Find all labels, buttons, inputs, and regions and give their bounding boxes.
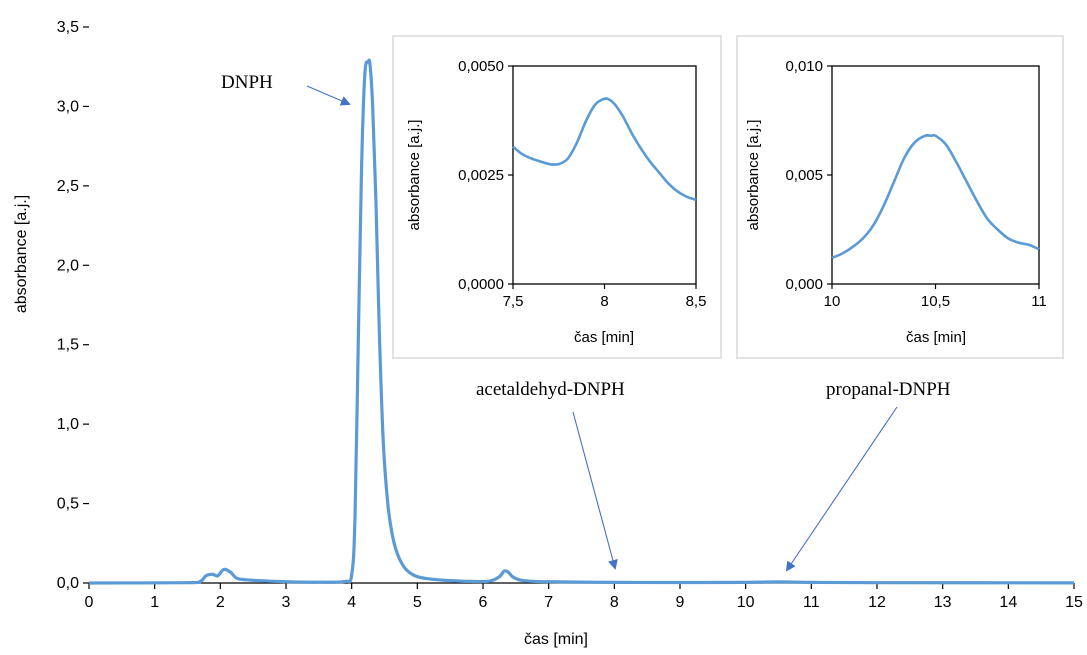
main-y-tick-label: 3,5 — [57, 19, 79, 36]
inset-acetaldehyd-y-ticks: 0,0000 0,0025 0,0050 — [458, 58, 513, 293]
inset-acetaldehyd-y-tick-label: 0,0050 — [458, 58, 504, 75]
inset-propanal-y-ticks: 0,000 0,005 0,010 — [785, 58, 832, 293]
inset-chart-acetaldehyd: 0,0000 0,0025 0,0050 7,5 8 8,5 absorbance [a… — [392, 35, 722, 359]
main-x-tick-label: 12 — [868, 594, 886, 611]
main-y-tick-label: 0,0 — [57, 575, 79, 592]
inset-propanal-x-tick-label: 10,5 — [921, 293, 950, 310]
main-y-tick-label: 3,0 — [57, 98, 79, 115]
inset-acetaldehyd-x-ticks: 7,5 8 8,5 — [503, 284, 707, 310]
inset-acetaldehyd-x-axis-label: čas [min] — [574, 329, 634, 346]
inset-propanal-series-line — [831, 133, 1040, 260]
main-x-tick-label: 5 — [413, 594, 422, 611]
inset-chart-propanal: 0,000 0,005 0,010 10 10,5 11 absorbance [a.j… — [736, 35, 1064, 359]
inset-acetaldehyd-x-tick-label: 8,5 — [686, 293, 707, 310]
inset-propanal-x-tick-label: 10 — [824, 293, 841, 310]
main-x-tick-label: 11 — [803, 594, 820, 611]
annotation-acetaldehyd: acetaldehyd-DNPH — [476, 379, 625, 400]
inset-propanal-x-tick-label: 11 — [1031, 293, 1047, 310]
annotation-acetaldehyd-arrow — [572, 411, 618, 570]
inset-propanal-y-tick-label: 0,005 — [785, 167, 823, 184]
main-x-tick-label: 6 — [479, 594, 488, 611]
annotation-propanal: propanal-DNPH — [826, 379, 951, 400]
main-x-tick-label: 7 — [544, 594, 553, 611]
main-y-tick-label: 1,0 — [57, 416, 79, 433]
main-y-tick-label: 1,5 — [57, 337, 79, 354]
main-x-axis-label: čas [min] — [524, 631, 588, 648]
inset-acetaldehyd-y-axis-label: absorbance [a.j.] — [406, 120, 423, 231]
inset-acetaldehyd-series-line — [512, 97, 697, 202]
main-y-tick-label: 2,5 — [57, 178, 79, 195]
inset-propanal-y-tick-label: 0,000 — [785, 276, 823, 293]
annotation-dnph: DNPH — [221, 72, 273, 93]
main-y-ticks: 0,0 0,5 1,0 1,5 2,0 2,5 3,0 3,5 — [57, 19, 89, 592]
inset-acetaldehyd-frame — [392, 35, 722, 359]
annotation-propanal-arrow — [785, 406, 898, 572]
inset-acetaldehyd-x-tick-label: 8 — [600, 293, 608, 310]
main-x-tick-label: 3 — [282, 594, 291, 611]
main-chart: 0,00,51,01,52,02,53,03,5 0 1 2 3 4 5 6 7 8 9 10 11 1… — [13, 19, 1083, 648]
inset-propanal-frame — [736, 35, 1064, 359]
inset-propanal-x-ticks: 10 10,5 11 — [824, 284, 1047, 310]
inset-propanal-x-axis-label: čas [min] — [906, 329, 966, 346]
main-x-tick-label: 13 — [934, 594, 952, 611]
main-x-tick-label: 15 — [1065, 594, 1083, 611]
main-x-tick-label: 8 — [610, 594, 619, 611]
main-x-tick-label: 1 — [150, 594, 159, 611]
main-x-tick-label: 0 — [85, 594, 94, 611]
main-x-tick-label: 10 — [737, 594, 755, 611]
inset-propanal-y-axis-label: absorbance [a.j.] — [745, 120, 762, 231]
inset-acetaldehyd-y-tick-label: 0,0025 — [458, 167, 504, 184]
main-y-tick-label: 2,0 — [57, 257, 79, 274]
main-x-tick-label: 2 — [216, 594, 225, 611]
main-x-tick-label: 14 — [999, 594, 1017, 611]
main-x-ticks: 0 1 2 3 4 5 6 7 8 9 10 11 12 13 14 15 — [85, 583, 1083, 611]
main-x-tick-label: 4 — [347, 594, 356, 611]
annotation-dnph-arrow — [306, 85, 351, 106]
main-series-line — [88, 58, 1075, 585]
main-x-tick-label: 9 — [676, 594, 685, 611]
main-y-tick-label: 0,5 — [57, 496, 79, 513]
inset-propanal-y-tick-label: 0,010 — [785, 58, 823, 75]
inset-acetaldehyd-y-tick-label: 0,0000 — [458, 276, 504, 293]
inset-acetaldehyd-x-tick-label: 7,5 — [503, 293, 524, 310]
main-y-axis-label: absorbance [a.j.] — [13, 195, 30, 313]
